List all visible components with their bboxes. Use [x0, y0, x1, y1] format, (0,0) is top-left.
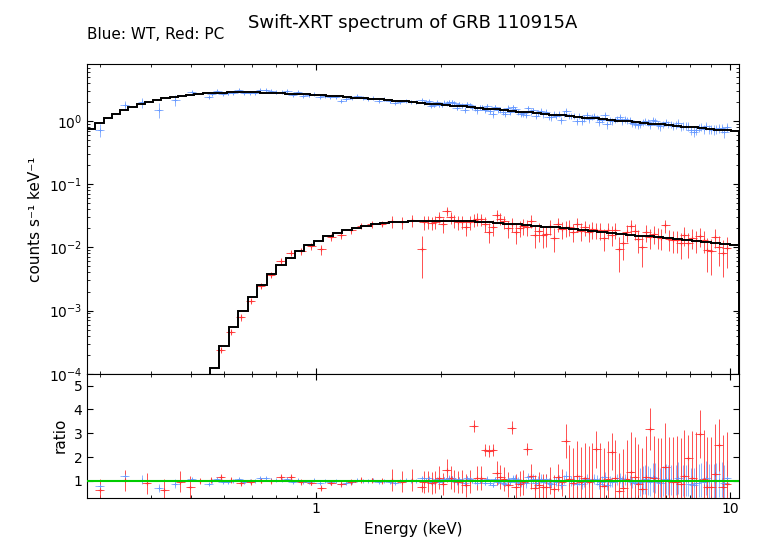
Y-axis label: counts s⁻¹ keV⁻¹: counts s⁻¹ keV⁻¹: [28, 156, 43, 281]
Text: Blue: WT, Red: PC: Blue: WT, Red: PC: [87, 27, 224, 42]
Text: Swift-XRT spectrum of GRB 110915A: Swift-XRT spectrum of GRB 110915A: [249, 14, 578, 32]
X-axis label: Energy (keV): Energy (keV): [364, 522, 462, 537]
Y-axis label: ratio: ratio: [53, 418, 68, 453]
